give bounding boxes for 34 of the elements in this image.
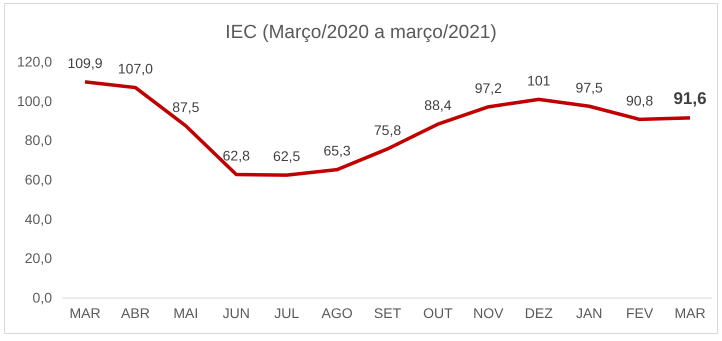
data-label: 97,5 [576,79,604,96]
x-tick-label: FEV [626,304,654,321]
x-tick-label: JAN [576,304,602,321]
data-label: 62,8 [222,147,250,164]
data-label: 87,5 [172,98,200,115]
x-tick-label: NOV [473,304,504,321]
x-tick-label: JUN [222,304,250,321]
data-label: 109,9 [67,54,103,71]
data-label: 90,8 [626,92,654,108]
data-label: 91,6 [673,88,707,108]
y-tick-label: 120,0 [16,53,52,70]
y-tick-label: 60,0 [24,171,52,188]
data-label: 62,5 [273,148,301,164]
data-label: 101 [527,72,551,88]
x-tick-label: MAR [674,304,706,321]
chart-title: IEC (Março/2020 a março/2021) [225,22,497,43]
data-label: 65,3 [323,142,351,159]
x-tick-label: ABR [121,304,150,321]
x-tick-label: MAI [173,304,198,321]
y-tick-label: 80,0 [24,132,52,148]
data-label: 75,8 [374,122,402,138]
x-tick-label: DEZ [524,304,554,321]
x-tick-label: MAR [69,304,101,321]
data-label: 97,2 [474,80,502,96]
y-tick-label: 100,0 [16,92,52,109]
x-tick-label: JUL [274,304,300,321]
data-label: 88,4 [424,97,452,114]
y-tick-label: 20,0 [24,250,52,266]
y-tick-label: 0,0 [32,289,52,306]
x-tick-label: OUT [423,304,454,321]
data-label: 107,0 [118,60,154,77]
x-tick-label: SET [374,304,402,321]
x-tick-label: AGO [322,304,353,321]
y-tick-label: 40,0 [24,210,52,227]
